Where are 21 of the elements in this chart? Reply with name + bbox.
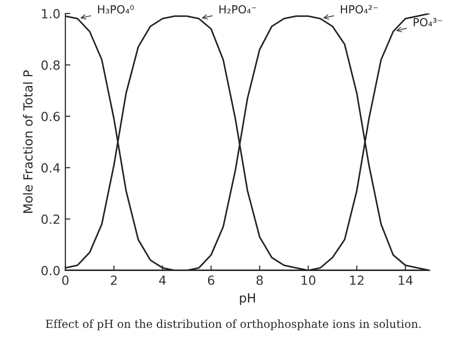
- x-tick-label: 12: [350, 275, 364, 285]
- text: Effect of pH on the distribution of orthophosphate ions in solution.: [46, 319, 421, 330]
- y-tick-label: 0.6: [41, 112, 60, 122]
- annotation: H₃PO₄⁰: [98, 5, 134, 14]
- x-axis-title: pH: [240, 293, 255, 306]
- y-tick-label: 0.8: [41, 60, 60, 70]
- x-tick-label: 0: [62, 275, 69, 285]
- y-tick-label: 0.2: [41, 214, 60, 224]
- annotation: H₂PO₄⁻: [219, 5, 256, 14]
- x-tick-label: 8: [256, 275, 263, 285]
- x-tick-label: 2: [110, 275, 117, 285]
- annotation: PO₄³⁻: [414, 18, 442, 26]
- y-tick-label: 0.4: [41, 163, 60, 173]
- annotation: HPO₄²⁻: [340, 5, 378, 14]
- y-axis-title: Mole Fraction of Total P: [22, 70, 33, 213]
- x-tick-label: 4: [159, 276, 166, 285]
- y-tick-label: 0.0: [41, 266, 60, 276]
- x-tick-label: 14: [398, 276, 413, 285]
- x-tick-label: 10: [302, 275, 316, 285]
- x-tick-label: 6: [208, 275, 214, 285]
- y-tick-label: 1.0: [42, 8, 60, 18]
